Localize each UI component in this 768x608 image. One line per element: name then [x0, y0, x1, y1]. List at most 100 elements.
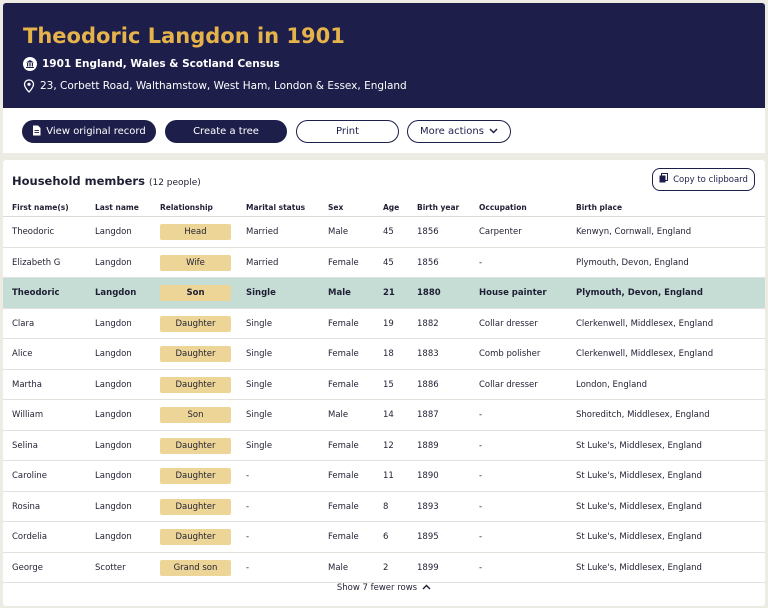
- cell-first-name: Alice: [12, 349, 33, 359]
- cell-birth-year: 1893: [417, 501, 439, 512]
- cell-sex: Male: [328, 562, 349, 573]
- relationship-badge: Daughter: [160, 346, 231, 362]
- cell-last-name: Langdon: [95, 257, 132, 268]
- cell-birth-place: St Luke's, Middlesex, England: [576, 501, 702, 512]
- chevron-up-icon: [422, 583, 431, 593]
- document-icon: [32, 125, 41, 139]
- relationship-badge: Son: [160, 407, 231, 423]
- column-header-first-name: First name(s): [12, 203, 69, 212]
- cell-first-name: Theodoric: [12, 288, 60, 298]
- copy-to-clipboard-label: Copy to clipboard: [673, 174, 748, 185]
- print-button[interactable]: Print: [296, 120, 399, 143]
- column-header-birth-place: Birth place: [576, 203, 623, 212]
- census-building-icon: [23, 57, 37, 71]
- table-row: Cordelia Langdon Daughter - Female 6 1895 - St L…: [3, 522, 765, 553]
- cell-age: 45: [383, 257, 394, 268]
- cell-occupation: -: [479, 562, 483, 573]
- cell-birth-place: Kenwyn, Cornwall, England: [576, 227, 692, 237]
- cell-birth-place: Plymouth, Devon, England: [576, 257, 689, 268]
- cell-age: 8: [383, 501, 389, 512]
- cell-birth-place: Clerkenwell, Middlesex, England: [576, 318, 714, 329]
- view-original-record-label: View original record: [46, 126, 146, 137]
- cell-last-name: Langdon: [95, 379, 132, 390]
- cell-birth-place: Clerkenwell, Middlesex, England: [576, 349, 714, 359]
- cell-first-name: Martha: [12, 379, 42, 390]
- cell-sex: Male: [328, 288, 351, 298]
- cell-age: 12: [383, 440, 394, 451]
- action-bar: View original record Create a tree Print…: [3, 108, 765, 153]
- more-actions-label: More actions: [420, 126, 484, 137]
- more-actions-button[interactable]: More actions: [407, 120, 511, 143]
- table-row: George Scotter Grand son - Male 2 1899 - St Luke…: [3, 553, 765, 583]
- relationship-badge: Son: [160, 285, 231, 301]
- copy-to-clipboard-button[interactable]: Copy to clipboard: [652, 168, 755, 191]
- cell-first-name: William: [12, 410, 44, 420]
- table-header: First name(s) Last name Relationship Mar…: [3, 196, 765, 217]
- cell-sex: Female: [328, 318, 359, 329]
- address-text: 23, Corbett Road, Walthamstow, West Ham,…: [40, 80, 407, 92]
- cell-first-name: Rosina: [12, 501, 41, 512]
- cell-occupation: Collar dresser: [479, 379, 538, 390]
- census-name: 1901 England, Wales & Scotland Census: [42, 58, 280, 70]
- cell-last-name: Langdon: [95, 349, 132, 359]
- cell-sex: Female: [328, 257, 359, 268]
- relationship-badge: Head: [160, 224, 231, 240]
- show-fewer-rows-button[interactable]: Show 7 fewer rows: [3, 583, 765, 593]
- cell-last-name: Langdon: [95, 471, 132, 481]
- cell-birth-year: 1887: [417, 410, 439, 420]
- cell-birth-place: Shoreditch, Middlesex, England: [576, 410, 710, 420]
- create-tree-button[interactable]: Create a tree: [165, 120, 287, 143]
- cell-first-name: Cordelia: [12, 532, 48, 542]
- cell-marital-status: Single: [246, 379, 273, 390]
- cell-occupation: -: [479, 257, 483, 268]
- cell-birth-place: St Luke's, Middlesex, England: [576, 440, 702, 451]
- cell-sex: Female: [328, 440, 359, 451]
- cell-age: 21: [383, 288, 395, 298]
- print-label: Print: [335, 126, 359, 137]
- cell-first-name: Elizabeth G: [12, 257, 61, 268]
- column-header-last-name: Last name: [95, 203, 139, 212]
- cell-occupation: Collar dresser: [479, 318, 538, 329]
- table-row: Theodoric Langdon Head Married Male 45 1856 Car…: [3, 217, 765, 248]
- cell-last-name: Langdon: [95, 501, 132, 512]
- cell-marital-status: -: [246, 471, 250, 481]
- table-row: Alice Langdon Daughter Single Female 18 1883 Co…: [3, 339, 765, 370]
- cell-birth-place: St Luke's, Middlesex, England: [576, 532, 702, 542]
- column-header-occupation: Occupation: [479, 203, 527, 212]
- cell-marital-status: Single: [246, 288, 276, 298]
- cell-last-name: Langdon: [95, 288, 137, 298]
- relationship-badge: Grand son: [160, 559, 231, 576]
- location-pin-icon: [23, 79, 35, 93]
- cell-occupation: -: [479, 410, 483, 420]
- record-header: Theodoric Langdon in 1901 1901 England, …: [3, 3, 765, 108]
- cell-sex: Male: [328, 227, 349, 237]
- cell-marital-status: -: [246, 562, 250, 573]
- cell-birth-year: 1889: [417, 440, 439, 451]
- view-original-record-button[interactable]: View original record: [22, 120, 156, 143]
- create-tree-label: Create a tree: [193, 126, 259, 137]
- household-title-text: Household members: [12, 174, 145, 188]
- cell-age: 18: [383, 349, 394, 359]
- cell-last-name: Scotter: [95, 562, 126, 573]
- cell-birth-place: London, England: [576, 379, 648, 390]
- cell-age: 2: [383, 562, 389, 573]
- table-row: Martha Langdon Daughter Single Female 15 1886 C…: [3, 370, 765, 400]
- column-header-relationship: Relationship: [160, 203, 213, 212]
- cell-marital-status: Single: [246, 318, 273, 329]
- cell-birth-year: 1899: [417, 562, 439, 573]
- clipboard-icon: [659, 173, 669, 186]
- cell-sex: Male: [328, 410, 349, 420]
- cell-last-name: Langdon: [95, 227, 132, 237]
- cell-sex: Female: [328, 379, 359, 390]
- cell-birth-year: 1880: [417, 288, 441, 298]
- cell-first-name: Theodoric: [12, 227, 55, 237]
- relationship-badge: Daughter: [160, 468, 231, 484]
- cell-sex: Female: [328, 501, 359, 512]
- cell-marital-status: -: [246, 501, 250, 512]
- cell-birth-year: 1895: [417, 532, 439, 542]
- cell-occupation: Carpenter: [479, 227, 522, 237]
- cell-marital-status: Single: [246, 410, 273, 420]
- cell-birth-place: St Luke's, Middlesex, England: [576, 562, 702, 573]
- cell-age: 19: [383, 318, 394, 329]
- page-title: Theodoric Langdon in 1901: [23, 24, 345, 48]
